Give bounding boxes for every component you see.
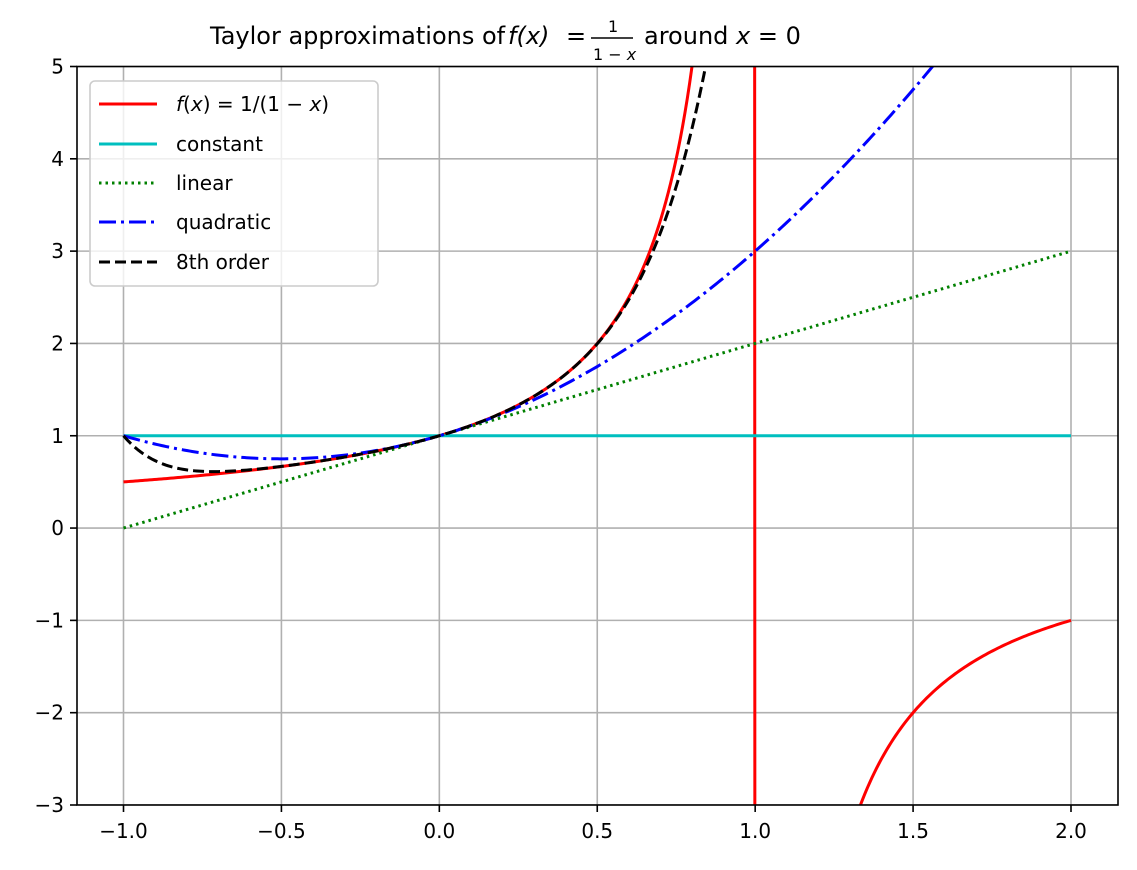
y-tick-label: 0 bbox=[51, 516, 64, 540]
chart-title: Taylor approximations of f(x) = 1 1 − x … bbox=[209, 17, 801, 64]
x-tick-label: 1.0 bbox=[739, 819, 771, 843]
series-line-quadratic bbox=[123, 66, 935, 461]
x-axis-ticks: −1.0 −0.5 0.0 0.5 1.0 1.5 2.0 bbox=[99, 805, 1087, 843]
series-group bbox=[122, 66, 1072, 805]
x-tick-label: 2.0 bbox=[1055, 819, 1087, 843]
title-fx: f(x) bbox=[508, 22, 549, 50]
legend-label: constant bbox=[176, 132, 263, 156]
y-axis-ticks: −3 −2 −1 0 1 2 3 4 5 bbox=[35, 55, 77, 817]
y-tick-label: 4 bbox=[51, 147, 64, 171]
series-line-8th-order bbox=[122, 66, 708, 474]
legend-label: linear bbox=[176, 171, 233, 195]
title-numerator: 1 bbox=[608, 17, 618, 36]
y-tick-label: −3 bbox=[35, 793, 64, 817]
legend: f(x) = 1/(1 − x) constant linear quadratic 8… bbox=[89, 80, 379, 287]
x-tick-label: −1.0 bbox=[99, 819, 148, 843]
x-tick-label: −0.5 bbox=[257, 819, 306, 843]
y-tick-label: 5 bbox=[51, 55, 64, 79]
x-tick-label: 1.5 bbox=[897, 819, 929, 843]
y-tick-label: 3 bbox=[51, 239, 64, 263]
title-prefix: Taylor approximations of bbox=[209, 22, 506, 50]
series-line-linear bbox=[123, 249, 1072, 530]
legend-frame bbox=[89, 80, 379, 287]
title-suffix: around x = 0 bbox=[644, 22, 801, 50]
legend-label: quadratic bbox=[176, 210, 271, 234]
title-denominator: 1 − x bbox=[593, 45, 637, 64]
legend-label: f(x) = 1/(1 − x) bbox=[176, 92, 329, 116]
title-equals: = bbox=[566, 22, 586, 50]
x-tick-label: 0.5 bbox=[581, 819, 613, 843]
y-tick-label: −2 bbox=[35, 701, 64, 725]
legend-label: 8th order bbox=[176, 250, 270, 274]
y-tick-label: −1 bbox=[35, 608, 64, 632]
x-tick-label: 0.0 bbox=[423, 819, 455, 843]
y-tick-label: 1 bbox=[51, 424, 64, 448]
y-tick-label: 2 bbox=[51, 331, 64, 355]
